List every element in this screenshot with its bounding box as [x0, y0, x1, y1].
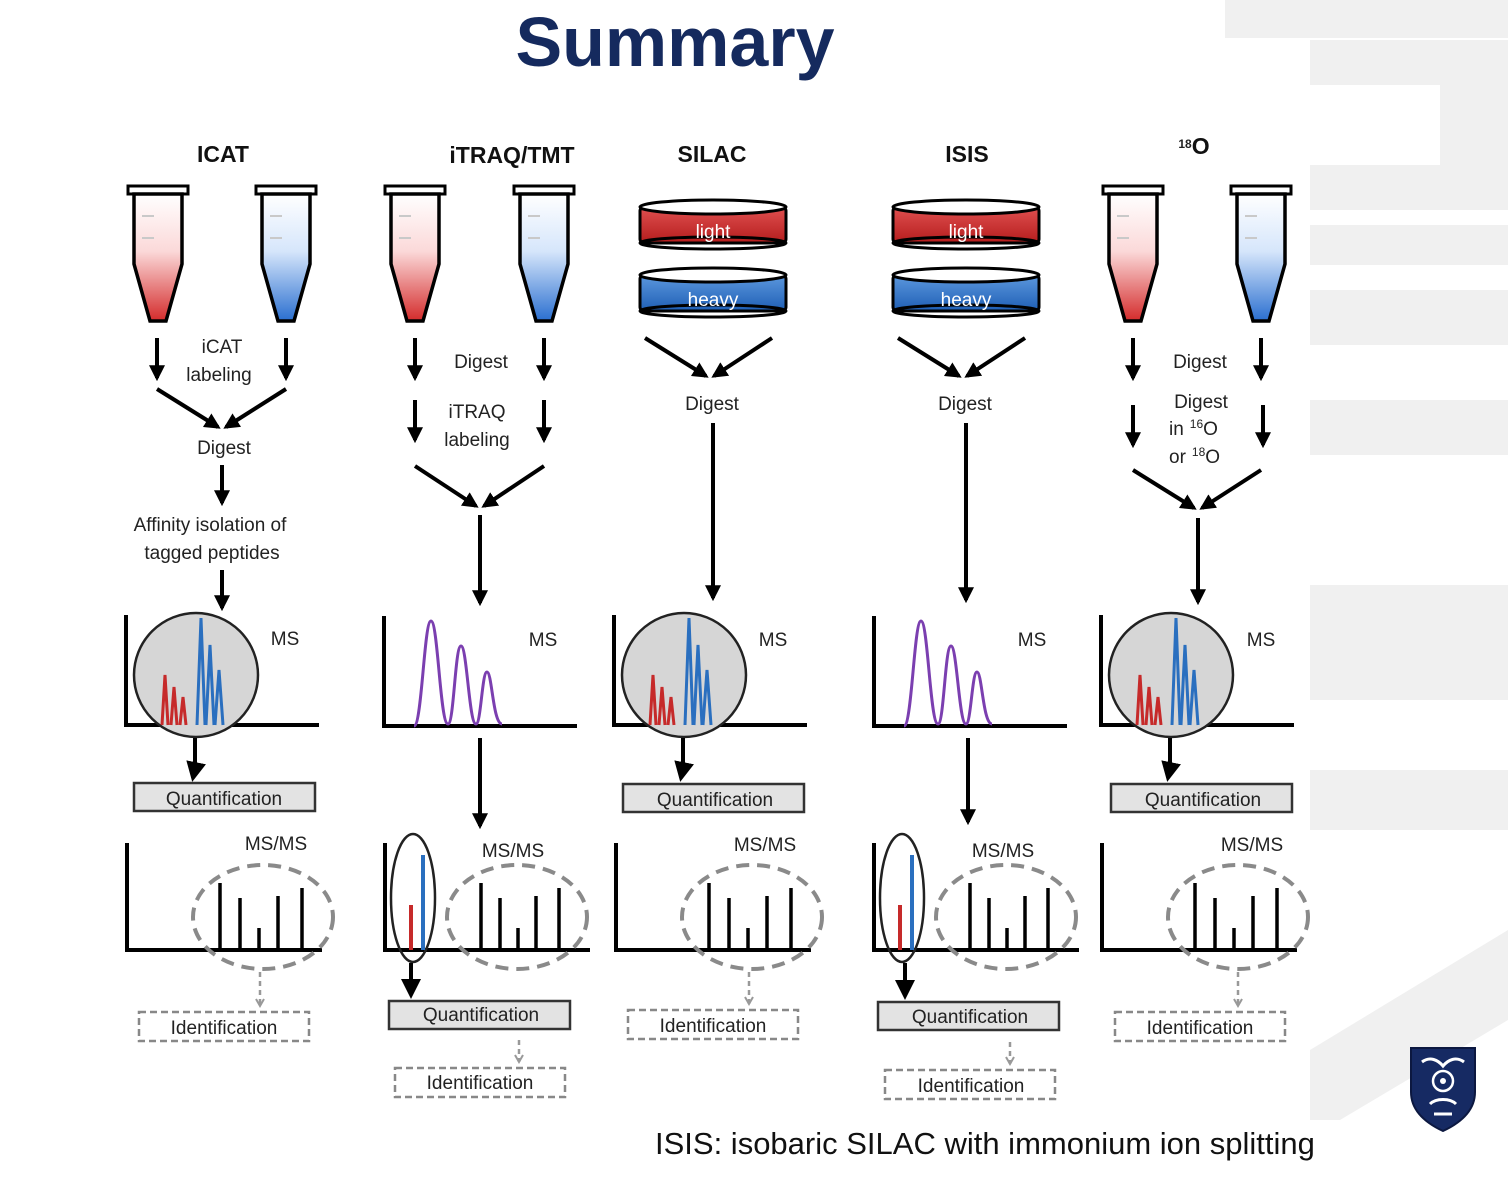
- step-label: labeling: [444, 430, 510, 451]
- dish-label-heavy: heavy: [688, 290, 739, 311]
- step-label-digest: Digest: [685, 394, 740, 415]
- blue-sample-tube-icon: [1229, 184, 1293, 323]
- step-label-digest: Digest: [938, 394, 993, 415]
- merge-arrow: [896, 336, 962, 378]
- identification-box: [883, 1068, 1057, 1101]
- identification-label: Identification: [660, 1016, 767, 1037]
- msms-spectrum: [614, 841, 824, 971]
- merge-arrow: [711, 336, 774, 378]
- identification-label: Identification: [427, 1073, 534, 1094]
- blue-sample-tube-icon: [512, 184, 576, 323]
- msms-spectrum: [1100, 841, 1310, 971]
- merge-arrow: [643, 336, 709, 378]
- ms-label: MS: [529, 630, 558, 651]
- msms-label: MS/MS: [1221, 835, 1283, 856]
- footnote: ISIS: isobaric SILAC with immonium ion s…: [655, 1126, 1315, 1161]
- quantification-label: Quantification: [657, 790, 773, 811]
- step-label: iCAT: [202, 337, 243, 358]
- identification-label: Identification: [918, 1076, 1025, 1097]
- column-silac: SILAC light heavy Digest MS Quantificati…: [612, 141, 824, 1041]
- merge-arrow: [223, 387, 288, 429]
- blue-sample-tube-icon: [254, 184, 318, 323]
- msms-label: MS/MS: [734, 835, 796, 856]
- merge-arrow: [481, 464, 546, 508]
- down-arrow: [186, 738, 206, 782]
- column-header-isis: ISIS: [945, 141, 988, 167]
- dish-label-light: light: [949, 222, 985, 243]
- ms-label: MS: [1247, 630, 1276, 651]
- msms-label: MS/MS: [972, 841, 1034, 862]
- quantification-label: Quantification: [912, 1007, 1028, 1028]
- quantification-box: [132, 781, 317, 813]
- merge-arrow: [1131, 468, 1197, 510]
- identification-label: Identification: [1147, 1018, 1254, 1039]
- msms-label: MS/MS: [482, 841, 544, 862]
- red-sample-tube-icon: [1101, 184, 1165, 323]
- quantification-box: [621, 782, 806, 814]
- step-label-in-16o: in 16O: [1169, 417, 1218, 440]
- step-label-affinity: tagged peptides: [144, 543, 279, 564]
- ms-label: MS: [1018, 630, 1047, 651]
- step-label-digest: Digest: [1173, 352, 1228, 373]
- step-label-affinity: Affinity isolation of: [134, 515, 288, 536]
- msms-label: MS/MS: [245, 834, 307, 855]
- column-isis: ISIS light heavy Digest MS MS/MS Quantif…: [872, 141, 1081, 1101]
- identification-box: [393, 1066, 567, 1099]
- identification-label: Identification: [171, 1018, 278, 1039]
- identification-box: [137, 1010, 311, 1043]
- identification-box: [626, 1008, 800, 1041]
- down-arrow: [674, 738, 694, 782]
- ms-label: MS: [271, 629, 300, 650]
- merge-arrow: [413, 464, 479, 508]
- step-label-digest: Digest: [197, 438, 252, 459]
- column-header-itraq-tmt: iTRAQ/TMT: [449, 142, 574, 168]
- quantification-label: Quantification: [423, 1005, 539, 1026]
- quantification-label: Quantification: [166, 789, 282, 810]
- step-label: iTRAQ: [449, 402, 506, 423]
- column-18o: 18O Digest Digest in 16O or 18O MS Quantif…: [1099, 133, 1310, 1043]
- column-header-silac: SILAC: [678, 141, 747, 167]
- column-header-18o: 18O: [1178, 133, 1209, 159]
- step-label: labeling: [186, 365, 252, 386]
- merge-arrow: [1199, 468, 1263, 510]
- column-itraq-tmt: iTRAQ/TMT Digest iTRAQ labeling MS MS/MS…: [382, 142, 592, 1099]
- dish-label-heavy: heavy: [941, 290, 992, 311]
- merge-arrow: [155, 387, 221, 429]
- msms-spectrum: [125, 841, 335, 971]
- down-arrow: [1161, 738, 1181, 782]
- red-sample-tube-icon: [383, 184, 447, 323]
- university-crest-icon: [1410, 1047, 1476, 1132]
- dish-label-light: light: [696, 222, 732, 243]
- identification-box: [1113, 1010, 1287, 1043]
- step-label-or-18o: or 18O: [1169, 445, 1220, 468]
- column-icat: ICAT iCAT labeling Digest Affinity isola…: [124, 141, 335, 1043]
- red-sample-tube-icon: [126, 184, 190, 323]
- slide-title: Summary: [515, 3, 835, 81]
- quantification-label: Quantification: [1145, 790, 1261, 811]
- step-label-digest: Digest: [454, 352, 509, 373]
- quantification-box: [1109, 782, 1294, 814]
- quantification-box: [387, 999, 572, 1031]
- step-label-digest-water: Digest: [1174, 392, 1229, 413]
- quantification-box: [876, 1000, 1061, 1032]
- column-header-icat: ICAT: [197, 141, 249, 167]
- merge-arrow: [964, 336, 1027, 378]
- ms-label: MS: [759, 630, 788, 651]
